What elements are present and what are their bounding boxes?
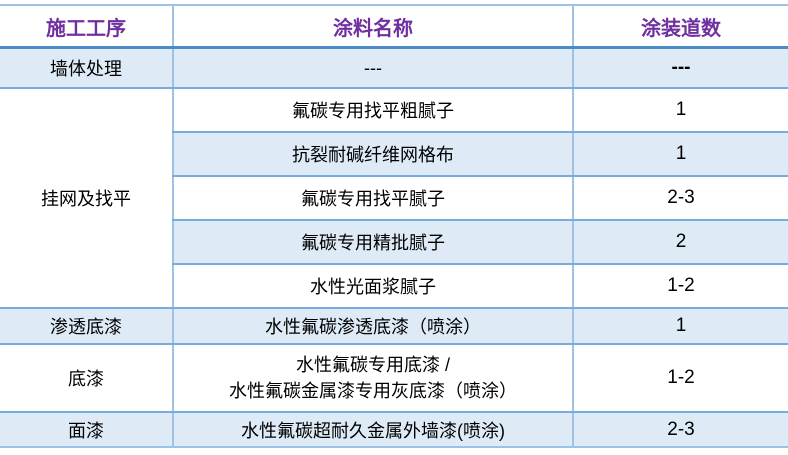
cell-coat-count: 1 (573, 88, 788, 133)
cell-process-merged: 挂网及找平 (0, 88, 173, 309)
cell-coat-count: 1-2 (573, 344, 788, 413)
table-row-primer: 底漆 水性氟碳专用底漆 / 水性氟碳金属漆专用灰底漆（喷涂） 1-2 (0, 344, 788, 413)
cell-coating-name: 水性氟碳渗透底漆（喷涂） (172, 308, 574, 345)
col-header-coating-name: 涂料名称 (172, 5, 574, 49)
cell-coating-name: 水性光面浆腻子 (172, 264, 574, 309)
cell-coating-name: 氟碳专用找平粗腻子 (172, 88, 574, 133)
cell-coating-name: 水性氟碳超耐久金属外墙漆(喷涂) (172, 412, 574, 448)
cell-coat-count: 1 (573, 132, 788, 177)
cell-coat-count: 1 (573, 308, 788, 345)
cell-coating-name: 氟碳专用找平腻子 (172, 176, 574, 221)
table-row-topcoat: 面漆 水性氟碳超耐久金属外墙漆(喷涂) 2-3 (0, 412, 788, 448)
header-row: 施工工序 涂料名称 涂装道数 (0, 5, 788, 49)
coating-name-line2: 水性氟碳金属漆专用灰底漆（喷涂） (229, 381, 517, 401)
coating-name-line1: 水性氟碳专用底漆 / (295, 354, 450, 375)
table-row-leveling-3: 氟碳专用找平腻子 2-3 (0, 176, 788, 221)
table-row-penetrating-primer: 渗透底漆 水性氟碳渗透底漆（喷涂） 1 (0, 308, 788, 345)
table-row-wall-treatment: 墙体处理 --- --- (0, 47, 788, 89)
cell-process: 面漆 (0, 412, 173, 448)
cell-coat-count: 1-2 (573, 264, 788, 309)
cell-process: 墙体处理 (0, 47, 173, 89)
table-row-leveling-4: 氟碳专用精批腻子 2 (0, 220, 788, 265)
col-header-process: 施工工序 (0, 5, 173, 49)
col-header-coat-count: 涂装道数 (573, 5, 788, 49)
coating-process-table: 施工工序 涂料名称 涂装道数 墙体处理 --- --- 挂网及找平 氟碳专用找平… (0, 4, 788, 448)
cell-coat-count: --- (573, 47, 788, 89)
cell-process: 底漆 (0, 344, 173, 413)
cell-coating-name: 氟碳专用精批腻子 (172, 220, 574, 265)
cell-coat-count: 2-3 (573, 412, 788, 448)
cell-coat-count: 2 (573, 220, 788, 265)
table-row-leveling-2: 抗裂耐碱纤维网格布 1 (0, 132, 788, 177)
cell-coating-name: 抗裂耐碱纤维网格布 (172, 132, 574, 177)
table-row-leveling-5: 水性光面浆腻子 1-2 (0, 264, 788, 309)
cell-process: 渗透底漆 (0, 308, 173, 345)
cell-coat-count: 2-3 (573, 176, 788, 221)
cell-coating-name: --- (172, 47, 574, 89)
cell-coating-name: 水性氟碳专用底漆 / 水性氟碳金属漆专用灰底漆（喷涂） (172, 344, 574, 413)
table-row-leveling-1: 挂网及找平 氟碳专用找平粗腻子 1 (0, 88, 788, 309)
